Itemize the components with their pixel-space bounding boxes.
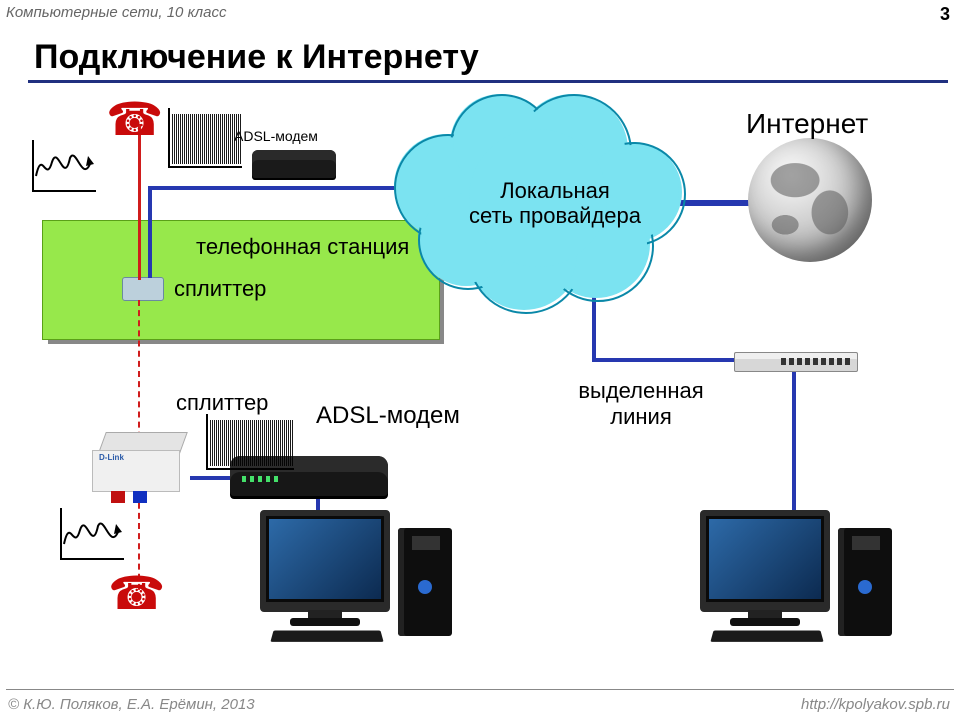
internet-label: Интернет xyxy=(746,108,868,140)
title-underline xyxy=(28,80,948,83)
globe-icon xyxy=(748,138,872,262)
analog-signal-bottom-icon xyxy=(60,508,124,560)
footer-rule xyxy=(6,689,954,690)
adsl-modem-small-icon xyxy=(252,150,336,178)
leased-line-label: выделеннаялиния xyxy=(566,378,716,430)
footer-copyright: © К.Ю. Поляков, Е.А. Ерёмин, 2013 xyxy=(8,696,255,713)
network-switch-icon xyxy=(734,352,858,372)
page-title: Подключение к Интернету xyxy=(34,38,479,77)
client-pc-left-icon xyxy=(260,510,460,650)
client-pc-right-icon xyxy=(700,510,900,650)
telephone-station-label: телефонная станция xyxy=(196,234,409,260)
provider-lan-label: Локальнаясеть провайдера xyxy=(460,178,650,229)
digital-signal-bottom-icon xyxy=(206,414,294,470)
adsl-modem-big-label: ADSL-модем xyxy=(316,402,460,430)
adsl-modem-small-label: ADSL-модем xyxy=(234,128,318,144)
splitter-user-label: сплиттер xyxy=(176,390,268,416)
analog-signal-top-icon xyxy=(32,140,96,192)
phone-bottom-icon: ☎ xyxy=(108,570,165,616)
phone-top-icon: ☎ xyxy=(106,96,163,142)
page-number: 3 xyxy=(940,4,950,25)
dsl-splitter-device-icon: D-Link xyxy=(92,432,188,496)
splitter-center-icon xyxy=(122,277,164,301)
footer-url: http://kpolyakov.spb.ru xyxy=(801,696,950,713)
digital-signal-top-icon xyxy=(168,108,242,168)
diagram-stage: Локальнаясеть провайдера Интернет D-Link ☎ ☎… xyxy=(0,90,960,685)
splitter-center-label: сплиттер xyxy=(174,276,266,302)
breadcrumb: Компьютерные сети, 10 класс xyxy=(6,4,226,21)
